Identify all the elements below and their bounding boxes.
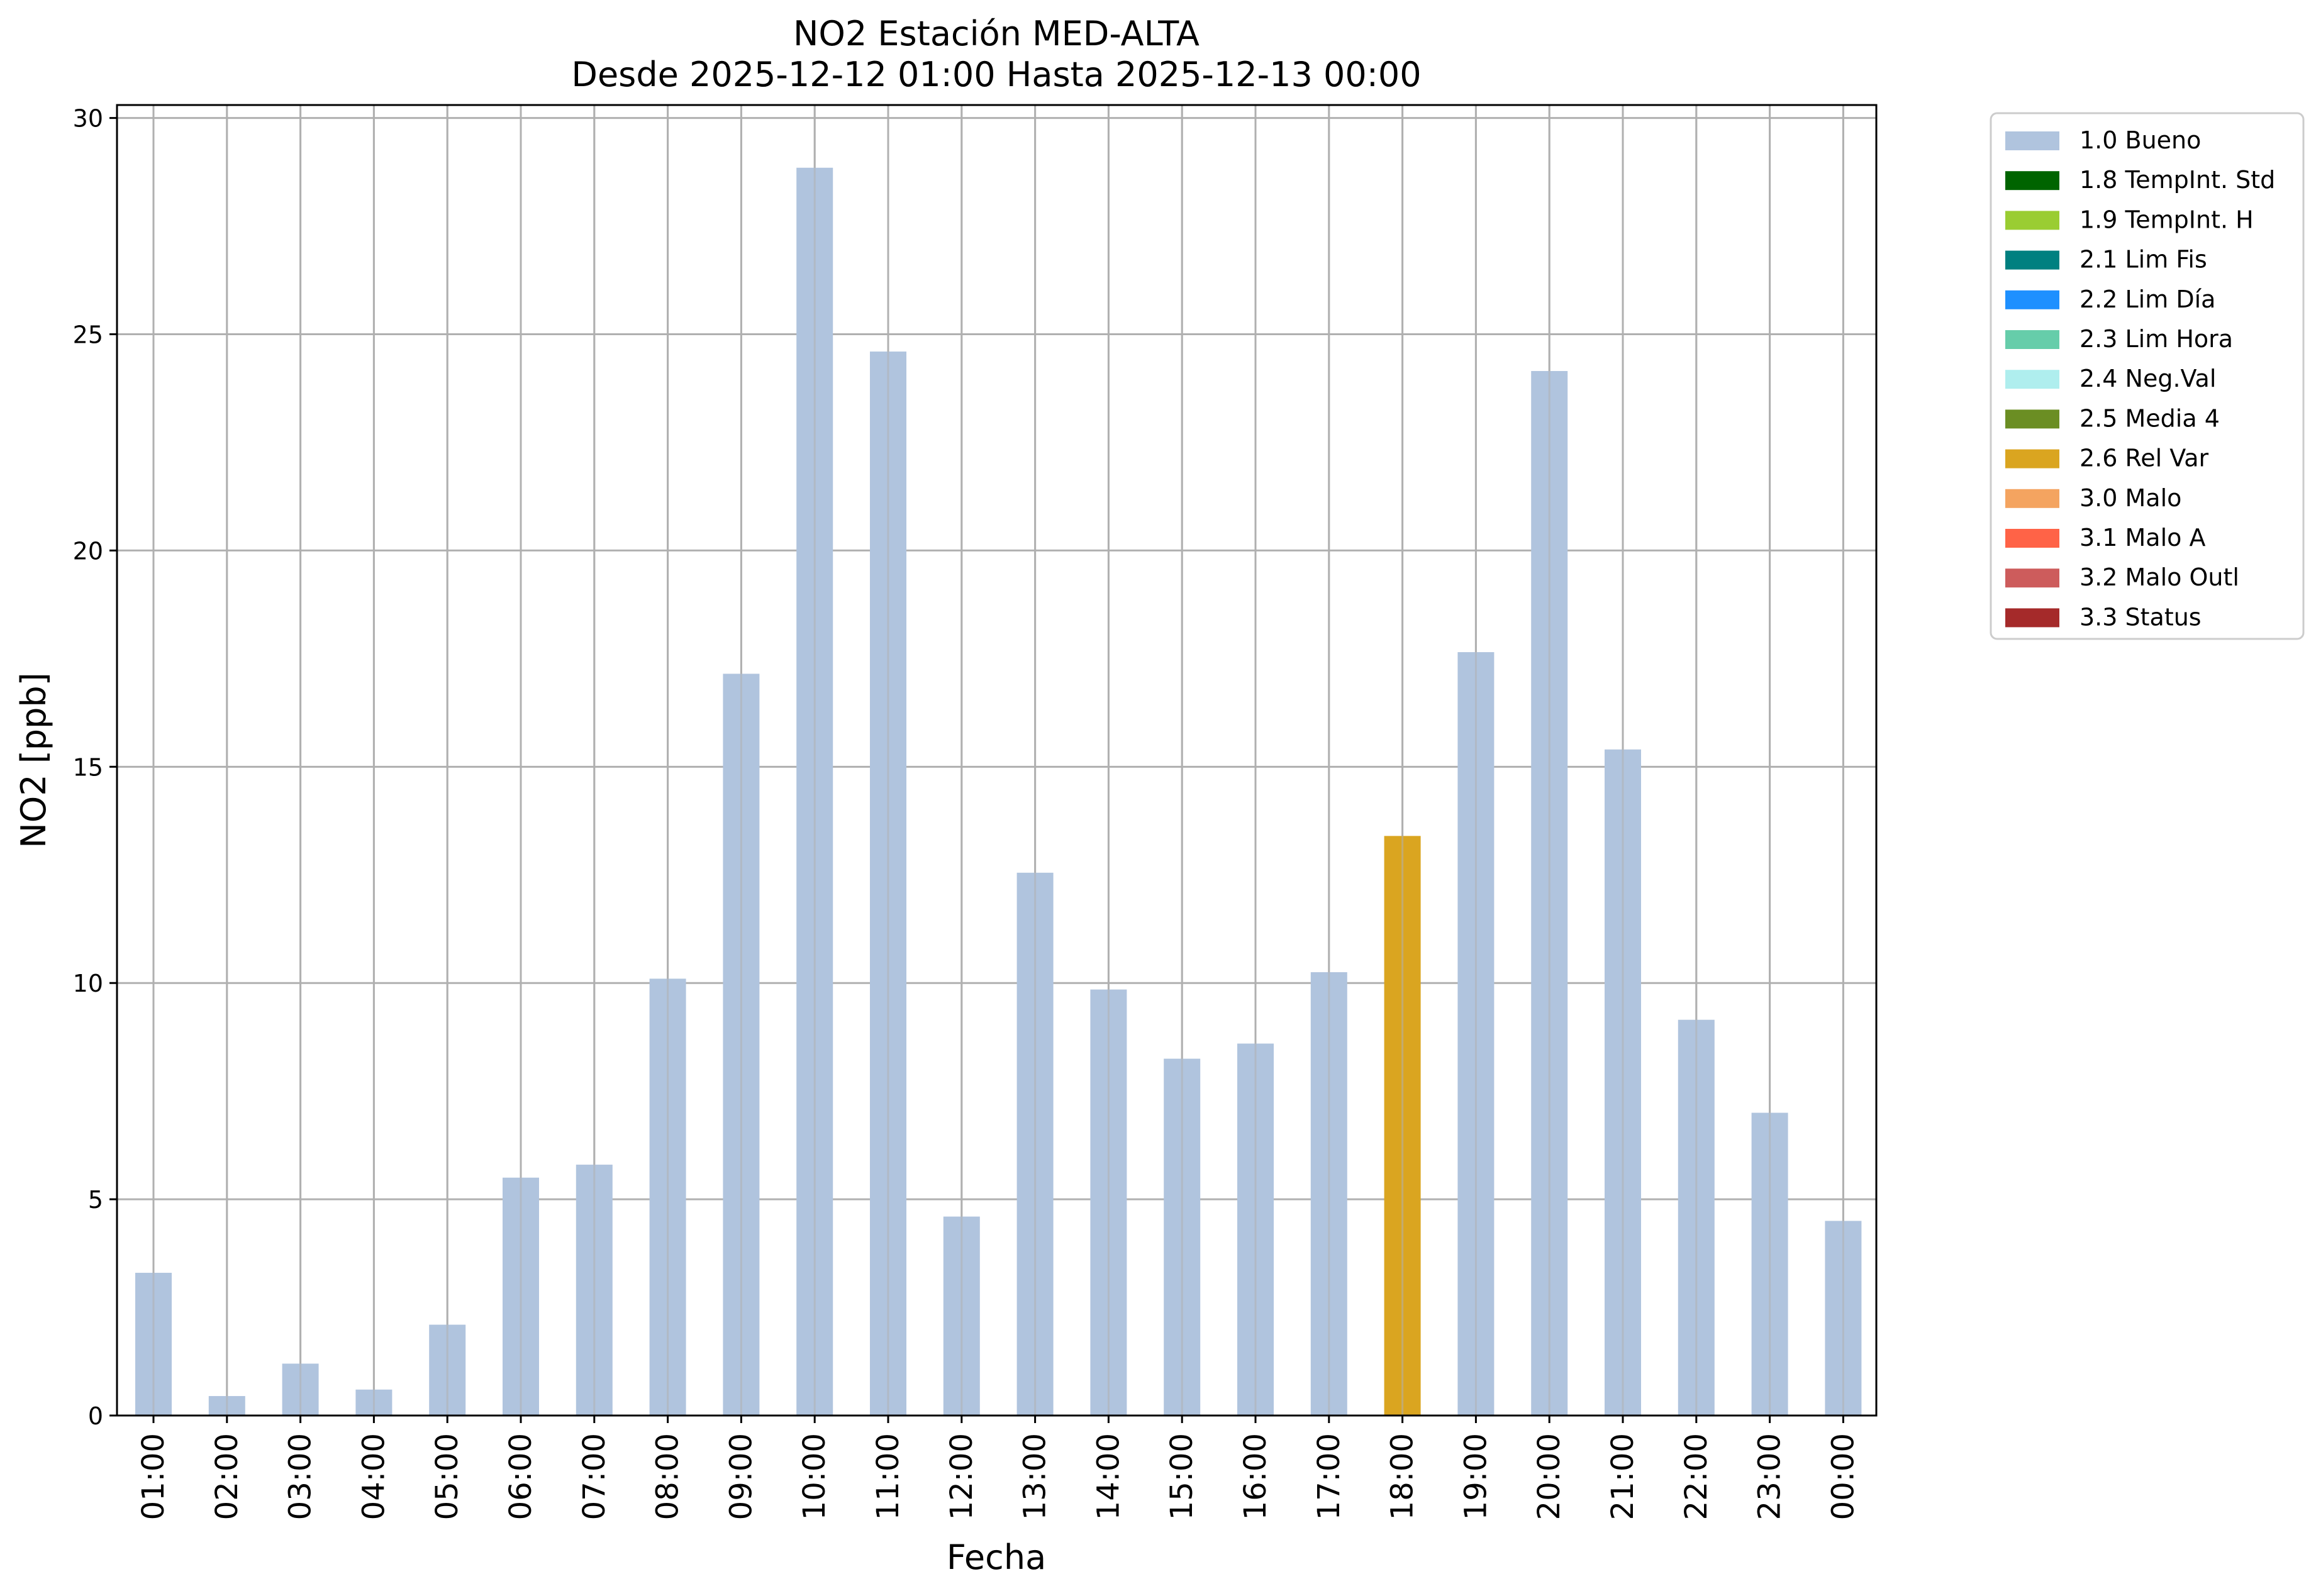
x-tick-label: 02:00 [209,1433,245,1520]
legend-label: 2.5 Media 4 [2079,404,2220,432]
legend-label: 3.3 Status [2079,603,2202,631]
legend-swatch [2005,131,2059,150]
x-tick-label: 14:00 [1091,1433,1126,1520]
x-tick-label: 07:00 [577,1433,612,1520]
y-tick-label: 10 [73,970,103,997]
x-tick-label: 16:00 [1238,1433,1273,1520]
x-tick-label: 10:00 [797,1433,832,1520]
legend-swatch [2005,250,2059,270]
chart-subtitle: Desde 2025-12-12 01:00 Hasta 2025-12-13 … [571,55,1421,94]
x-tick-label: 12:00 [944,1433,979,1520]
x-tick-label: 18:00 [1385,1433,1420,1520]
x-tick-label: 00:00 [1825,1433,1861,1520]
legend-swatch [2005,449,2059,468]
x-tick-label: 03:00 [283,1433,318,1520]
legend-swatch [2005,330,2059,349]
x-tick-label: 21:00 [1605,1433,1640,1520]
y-axis: 0 5 10 15 20 25 30 [73,105,117,1430]
x-tick-label: 19:00 [1458,1433,1493,1520]
legend-swatch [2005,211,2059,230]
legend-label: 2.1 Lim Fis [2079,246,2207,274]
y-tick-label: 25 [73,321,103,349]
x-tick-label: 09:00 [723,1433,759,1520]
legend-label: 3.0 Malo [2079,484,2181,512]
x-tick-label: 17:00 [1311,1433,1347,1520]
grid-front [152,105,1844,1416]
y-tick-label: 5 [88,1186,103,1214]
y-tick-label: 15 [73,753,103,781]
legend-box [1990,112,2305,640]
legend-label: 1.8 TempInt. Std [2079,166,2275,194]
legend-swatch [2005,608,2059,628]
legend-swatch [2005,409,2059,429]
legend-label: 1.0 Bueno [2079,126,2201,154]
legend-label: 2.3 Lim Hora [2079,325,2233,353]
x-tick-label: 06:00 [503,1433,538,1520]
legend-label: 1.9 TempInt. H [2079,206,2254,233]
legend-label: 2.6 Rel Var [2079,445,2209,472]
y-axis-label: NO2 [ppb] [14,672,53,848]
plot-frame [116,104,1878,1417]
x-tick-label: 05:00 [430,1433,465,1520]
legend-swatch [2005,290,2059,309]
legend-swatch [2005,489,2059,508]
chart-title: NO2 Estación MED-ALTA [793,14,1200,53]
x-tick-label: 20:00 [1532,1433,1567,1520]
x-tick-label: 23:00 [1752,1433,1788,1520]
x-tick-label: 08:00 [650,1433,686,1520]
legend: 1.0 Bueno 1.8 TempInt. Std 1.9 TempInt. H 2… [2005,126,2275,631]
legend-swatch [2005,370,2059,389]
legend-swatch [2005,568,2059,588]
x-tick-label: 11:00 [871,1433,906,1520]
y-tick-label: 30 [73,105,103,133]
y-tick-label: 20 [73,537,103,565]
x-tick-label: 13:00 [1018,1433,1053,1520]
x-tick-label: 04:00 [356,1433,391,1520]
legend-swatch [2005,171,2059,191]
legend-label: 2.4 Neg.Val [2079,365,2216,392]
x-tick-label: 22:00 [1679,1433,1714,1520]
legend-swatch [2005,529,2059,548]
x-tick-label: 01:00 [136,1433,171,1520]
legend-label: 2.2 Lim Día [2079,285,2215,313]
legend-label: 3.2 Malo Outl [2079,563,2239,591]
x-axis-label: Fecha [947,1538,1046,1577]
x-axis: 01:00 02:00 03:00 04:00 05:00 06:00 07:00 08:00… [136,1416,1861,1520]
x-tick-label: 15:00 [1164,1433,1200,1520]
legend-label: 3.1 Malo A [2079,524,2205,551]
y-tick-label: 0 [88,1402,103,1430]
